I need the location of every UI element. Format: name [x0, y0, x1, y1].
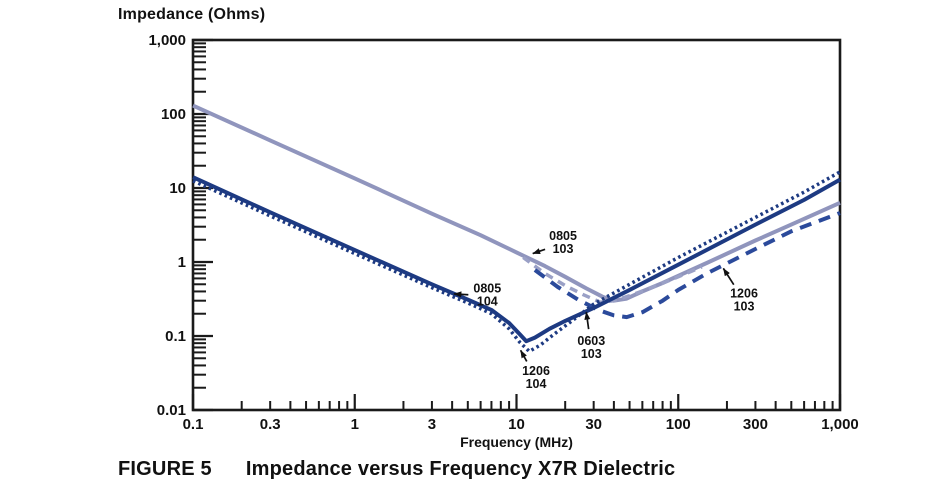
annotation-line: 103: [734, 300, 755, 314]
curve-0603-103: [522, 256, 703, 305]
figure-caption-label: FIGURE 5: [118, 458, 212, 480]
annotation-line: 103: [553, 242, 574, 256]
x-tick-label: 30: [585, 416, 602, 433]
plot-area: 0.1 0.3 1 3 10 30 100 300 1,0001,0001001010.10.0…: [148, 32, 858, 433]
annotation-arrow: [584, 311, 591, 330]
x-tick-label: 0.3: [260, 416, 281, 433]
x-tick-label: 100: [666, 416, 691, 433]
x-tick-label: 0.1: [183, 416, 204, 433]
annotation-0805-104: 0805 104: [473, 282, 501, 309]
annotation-line: 1206: [522, 364, 550, 378]
annotation-0603-103: 0603 103: [577, 334, 605, 361]
annotation-arrow: [519, 349, 528, 362]
y-tick-label: 0.1: [165, 328, 186, 345]
annotation-line: 0805: [549, 229, 577, 243]
annotation-line: 104: [526, 377, 547, 391]
annotation-arrow: [532, 248, 546, 255]
x-tick-label: 1,000: [821, 416, 859, 433]
curve-1206-103: [533, 211, 841, 320]
annotation-0805-103: 0805 103: [549, 229, 577, 256]
figure-caption-text: Impedance versus Frequency X7R Dielectri…: [245, 458, 676, 480]
x-tick-label: 3: [428, 416, 436, 433]
y-tick-label: 10: [169, 180, 186, 197]
x-tick-label: 10: [508, 416, 525, 433]
x-tick-label: 1: [351, 416, 359, 433]
annotation-line: 104: [477, 295, 498, 309]
annotation-arrow: [722, 267, 735, 286]
annotation-line: 0603: [577, 334, 605, 348]
annotation-1206-104: 1206 104: [522, 364, 550, 391]
y-axis-title: Impedance (Ohms): [118, 6, 266, 23]
annotation-line: 0805: [473, 282, 501, 296]
x-tick-label: 300: [743, 416, 768, 433]
y-tick-label: 100: [161, 106, 186, 123]
curve-0805-103: [192, 103, 841, 303]
curve-0805-104: [192, 175, 841, 344]
x-axis-title: Frequency (MHz): [460, 434, 573, 450]
annotation-1206-103: 1206 103: [730, 287, 758, 314]
curve-1206-104: [192, 170, 841, 354]
annotation-arrow: [453, 291, 469, 298]
y-tick-label: 0.01: [157, 402, 186, 419]
annotation-line: 103: [581, 347, 602, 361]
y-tick-label: 1: [178, 254, 186, 271]
y-tick-label: 1,000: [148, 32, 186, 49]
figure-caption: FIGURE 5 Impedance versus Frequency X7R …: [118, 458, 675, 481]
annotation-line: 1206: [730, 287, 758, 301]
